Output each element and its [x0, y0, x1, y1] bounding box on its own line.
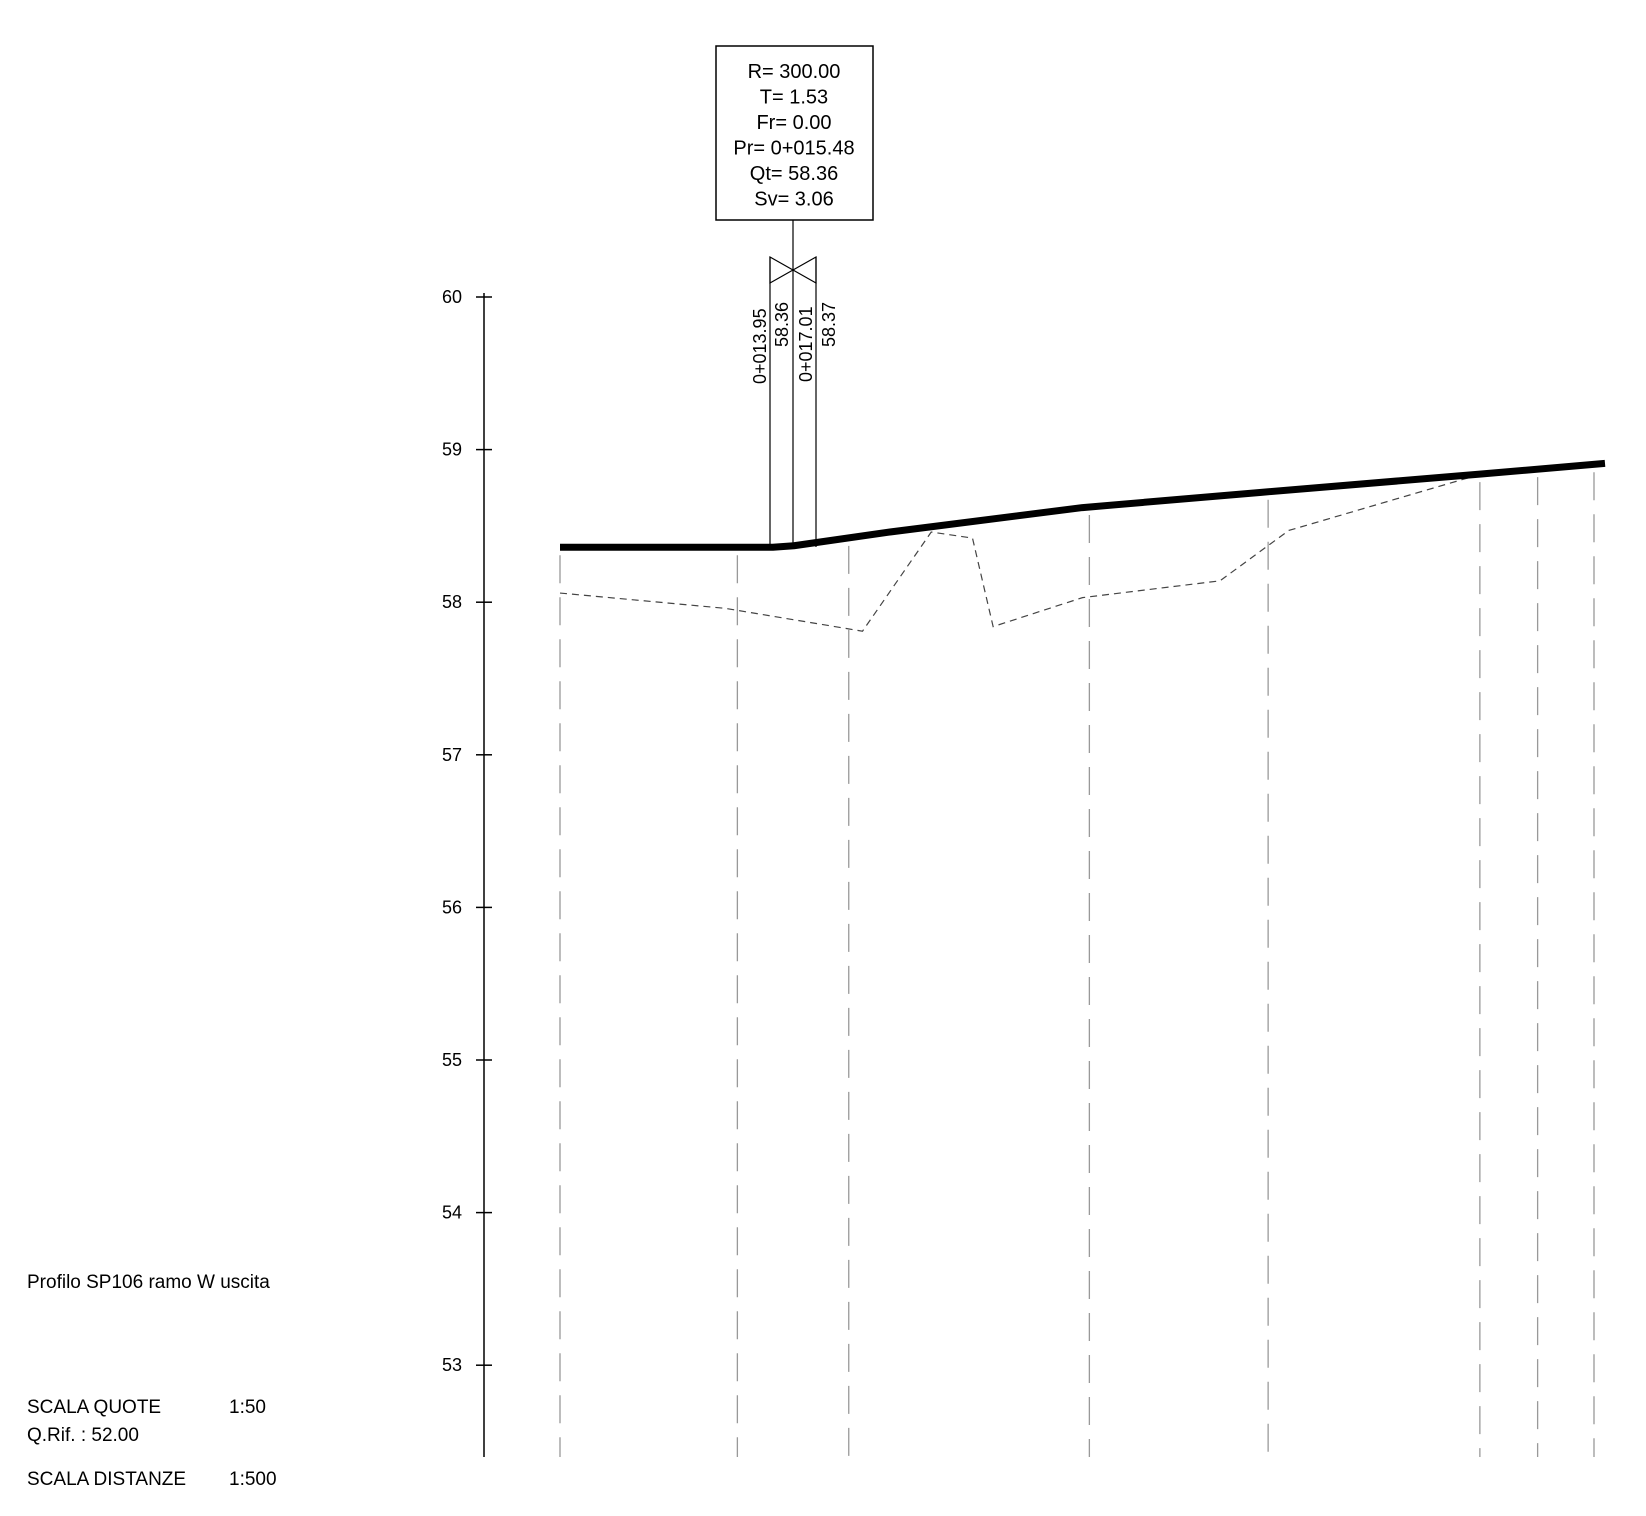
curve-param-line: Qt= 58.36 — [750, 163, 838, 185]
scale-value: 1:500 — [229, 1469, 277, 1490]
axis-tick-label: 58 — [442, 592, 462, 612]
ground-profile — [559, 473, 1482, 632]
design-profile — [560, 459, 1606, 551]
axis-tick-label: 53 — [442, 1355, 462, 1375]
vertical-curve-marker: R= 300.00 T= 1.53 Fr= 0.00 Pr= 0+015.48 Qt= … — [715, 45, 874, 547]
axis-tick-label: 54 — [442, 1203, 462, 1223]
scale-value: 1:50 — [229, 1397, 266, 1418]
scale-label: SCALA DISTANZE — [27, 1469, 187, 1490]
axis-tick-label: 59 — [442, 440, 462, 460]
ground-line — [559, 473, 1482, 632]
curve-param-line: Sv= 3.06 — [754, 189, 834, 211]
curve-end-station: 0+017.01 — [796, 306, 816, 382]
curve-end-level: 58.37 — [819, 302, 839, 347]
scale-row-distance: SCALA DISTANZE 1:500 — [27, 1468, 277, 1492]
elevation-axis: 60 59 58 57 56 55 54 53 — [442, 287, 492, 1457]
curve-param-line: Fr= 0.00 — [756, 112, 831, 134]
axis-tick-label: 57 — [442, 745, 462, 765]
profile-title: Profilo SP106 ramo W uscita — [27, 1272, 270, 1293]
station-lines — [559, 472, 1595, 1457]
design-line — [560, 459, 1606, 551]
curve-param-line: T= 1.53 — [760, 87, 828, 109]
curve-start-station: 0+013.95 — [750, 308, 770, 384]
curve-start-level: 58.36 — [772, 302, 792, 347]
scale-label: SCALA QUOTE — [27, 1397, 162, 1418]
reference-level: Q.Rif. : 52.00 — [27, 1425, 139, 1446]
axis-tick-label: 60 — [442, 287, 462, 307]
axis-tick-label: 56 — [442, 897, 462, 917]
profile-drawing: 60 59 58 57 56 55 54 53 R= 300.00 T= 1.53 Fr= 0.0… — [442, 45, 1606, 1457]
curve-param-line: Pr= 0+015.48 — [733, 138, 854, 160]
curve-data-box — [715, 45, 874, 221]
scale-row-elevation: SCALA QUOTE 1:50 — [27, 1396, 277, 1420]
curve-bowtie-symbol — [769, 255, 817, 285]
curve-param-line: R= 300.00 — [748, 61, 841, 83]
axis-tick-label: 55 — [442, 1050, 462, 1070]
